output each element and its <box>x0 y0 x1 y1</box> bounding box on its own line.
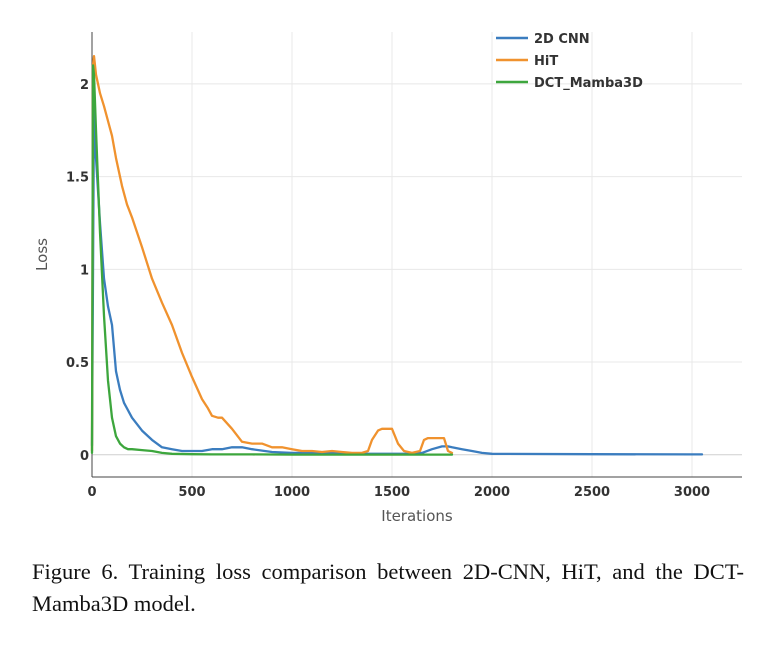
loss-chart: 0 500 1000 1500 2000 2500 3000 0 0.5 1 1.5 2 Iterat… <box>33 32 742 525</box>
y-tick-label: 2 <box>80 78 89 93</box>
series-line-2d-cnn <box>90 101 704 456</box>
y-axis-label: Loss <box>33 238 51 271</box>
series-line-dct-mamba3d <box>90 64 454 456</box>
grid <box>92 32 742 477</box>
x-tick-label: 2500 <box>574 485 610 500</box>
x-tick-label: 3000 <box>674 485 710 500</box>
y-tick-label: 0.5 <box>66 356 89 371</box>
y-tick-label: 1.5 <box>66 171 89 186</box>
legend: 2D CNN HiT DCT_Mamba3D <box>496 32 643 91</box>
legend-label: HiT <box>534 54 558 69</box>
y-tick-label: 1 <box>80 263 89 278</box>
tick-labels: 0 500 1000 1500 2000 2500 3000 0 0.5 1 1.5 2 <box>66 78 710 500</box>
legend-label: DCT_Mamba3D <box>534 76 643 91</box>
x-tick-label: 0 <box>87 485 96 500</box>
x-tick-label: 500 <box>178 485 205 500</box>
x-tick-label: 2000 <box>474 485 510 500</box>
axes <box>91 32 742 478</box>
y-tick-label: 0 <box>80 449 89 464</box>
x-tick-label: 1000 <box>274 485 310 500</box>
legend-label: 2D CNN <box>534 32 590 47</box>
x-axis-label: Iterations <box>381 507 453 525</box>
x-tick-label: 1500 <box>374 485 410 500</box>
figure-caption: Figure 6. Training loss comparison betwe… <box>32 559 744 616</box>
data-series <box>90 54 704 456</box>
series-line-hit <box>90 54 454 455</box>
